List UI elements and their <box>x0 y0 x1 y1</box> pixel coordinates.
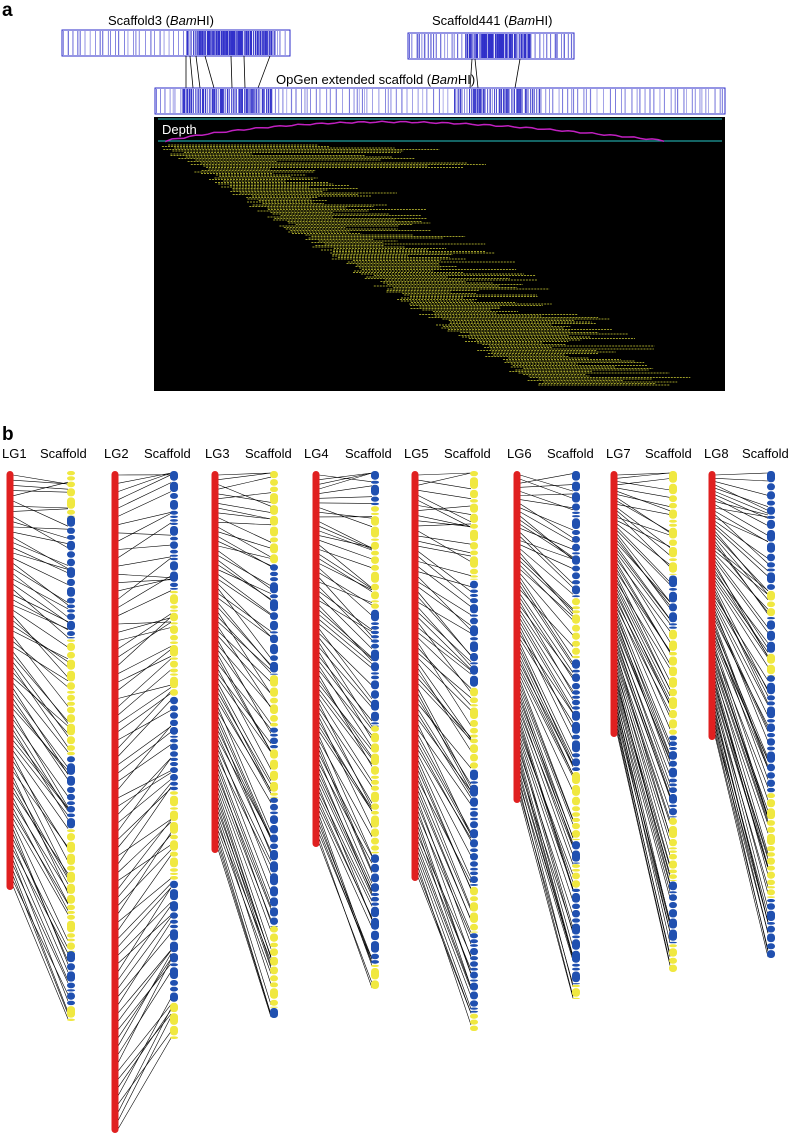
depth-label: Depth <box>162 122 197 137</box>
scaffold-column-label: Scaffold <box>645 446 692 461</box>
scaffold-column <box>470 471 478 1031</box>
linkage-map-bar <box>6 471 14 890</box>
lg-label: LG6 <box>507 446 532 461</box>
lg-label: LG1 <box>2 446 27 461</box>
opgen-extended-scaffold-map <box>154 87 726 115</box>
linkage-map-bar <box>708 471 716 740</box>
panel-letter-b: b <box>2 424 14 445</box>
scaffold-column <box>67 471 75 1021</box>
marker-links <box>616 472 671 966</box>
scaffold-column-label: Scaffold <box>245 446 292 461</box>
scaffold-column <box>767 471 775 958</box>
map-alignment-lines <box>185 55 521 89</box>
lg-label: LG7 <box>606 446 631 461</box>
marker-links <box>519 473 574 999</box>
lg-label: LG8 <box>704 446 729 461</box>
scaffold-column-label: Scaffold <box>144 446 191 461</box>
scaffold3-optical-map <box>61 29 291 57</box>
scaffold-column-label: Scaffold <box>444 446 491 461</box>
marker-links <box>318 472 373 989</box>
linkage-map-bar <box>111 471 119 1133</box>
linkage-map-bar <box>211 471 219 853</box>
panel-letter-a: a <box>2 0 13 21</box>
scaffold-column-label: Scaffold <box>345 446 392 461</box>
marker-links <box>217 472 272 1018</box>
marker-links <box>714 472 769 958</box>
scaffold3-label: Scaffold3 (BamHI) <box>108 13 214 28</box>
linkage-group-comparison: LG1 Scaffold LG2 Scaffold LG3 Scaffold LG4 Scaf… <box>2 446 788 1133</box>
scaffold-column-label: Scaffold <box>742 446 788 461</box>
linkage-group-3: LG3 Scaffold <box>205 446 292 1018</box>
linkage-group-4: LG4 Scaffold <box>304 446 392 989</box>
aligned-reads <box>161 144 691 386</box>
linkage-group-2: LG2 Scaffold <box>104 446 191 1133</box>
lg-label: LG4 <box>304 446 329 461</box>
opgen-label: OpGen extended scaffold (BamHI) <box>276 72 475 87</box>
scaffold-column <box>572 471 580 999</box>
linkage-map-bar <box>312 471 320 847</box>
scaffold-column-label: Scaffold <box>40 446 87 461</box>
depth-curve <box>165 120 665 143</box>
panel-b: b LG1 Scaffold LG2 Scaffold LG3 Scaffold LG4 Sc… <box>2 424 788 1133</box>
linkage-map-bar <box>610 471 618 737</box>
linkage-group-1: LG1 Scaffold <box>2 446 87 1021</box>
marker-links <box>417 472 472 1026</box>
linkage-group-7: LG7 Scaffold <box>606 446 692 972</box>
scaffold-column <box>669 471 677 972</box>
scaffold441-label: Scaffold441 (BamHI) <box>432 13 552 28</box>
scaffold-column <box>170 471 178 1039</box>
linkage-group-6: LG6 Scaffold <box>507 446 594 999</box>
linkage-map-bar <box>513 471 521 803</box>
scaffold441-optical-map <box>407 32 575 60</box>
lg-label: LG2 <box>104 446 129 461</box>
linkage-map-bar <box>411 471 419 881</box>
panel-a: a Scaffold3 (BamHI) Scaffold441 (BamHI) … <box>2 0 726 391</box>
scaffold-column-label: Scaffold <box>547 446 594 461</box>
linkage-group-8: LG8 Scaffold <box>704 446 788 958</box>
marker-links <box>117 472 172 1130</box>
scaffold-column <box>270 471 278 1018</box>
lg-label: LG3 <box>205 446 230 461</box>
scaffold-column <box>371 471 379 989</box>
marker-links <box>12 474 69 1020</box>
linkage-group-5: LG5 Scaffold <box>404 446 491 1031</box>
lg-label: LG5 <box>404 446 429 461</box>
